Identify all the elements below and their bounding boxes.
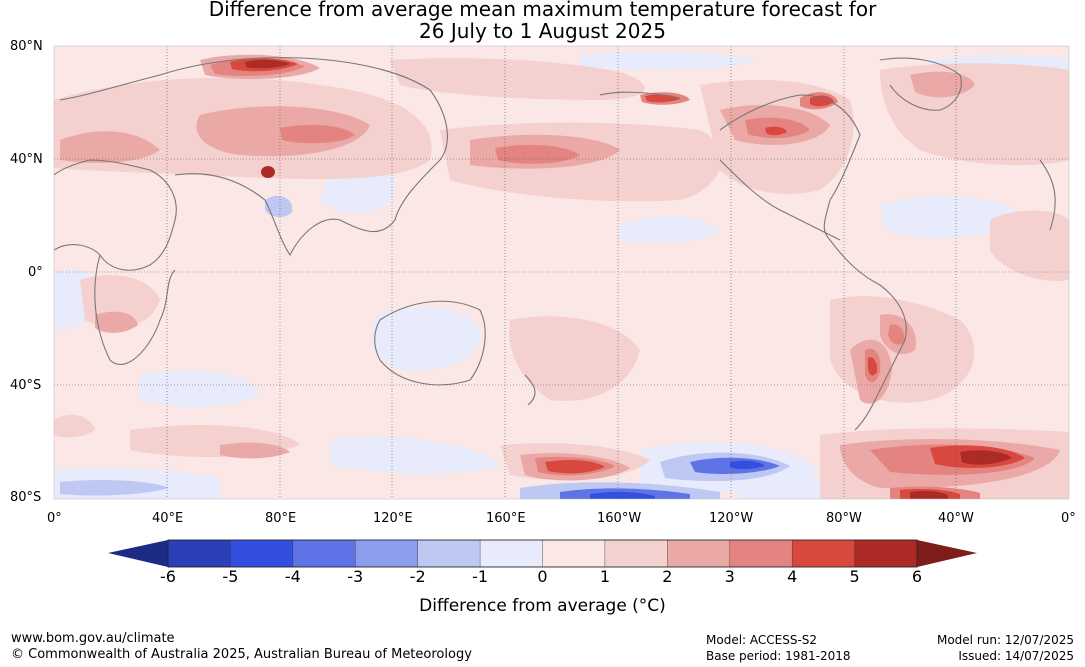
footer-url: www.bom.gov.au/climate [11, 631, 175, 646]
lon-label-80e: 80°E [265, 511, 297, 526]
colorbar-tick-label: -1 [472, 567, 489, 586]
colorbar-tick-label: -6 [160, 567, 176, 586]
colorbar-cell [292, 539, 356, 568]
colorbar-low-extension [108, 540, 168, 567]
colorbar-cell [791, 539, 856, 568]
map-title-line-2: 26 July to 1 August 2025 [419, 19, 666, 43]
footer-copyright: © Commonwealth of Australia 2025, Austra… [11, 647, 472, 662]
lon-label-0: 0° [47, 511, 62, 526]
footer-issued: Issued: 14/07/2025 [958, 649, 1074, 663]
coastlines [54, 57, 1056, 431]
colorbar-cell [355, 539, 419, 568]
map-title-line-1: Difference from average mean maximum tem… [208, 0, 877, 21]
lat-label-equator: 0° [28, 265, 43, 280]
lat-label-40s: 40°S [10, 378, 42, 393]
colorbar-tick-label: 4 [787, 567, 798, 586]
lon-label-0-east: 0° [1061, 511, 1076, 526]
lon-label-160e: 160°E [486, 511, 526, 526]
lon-label-80w: 80°W [826, 511, 862, 526]
footer-model: Model: ACCESS-S2 [706, 633, 818, 647]
colorbar-tick-label: -5 [222, 567, 239, 586]
colorbar-tick-label: -2 [409, 567, 426, 586]
lat-label-40n: 40°N [10, 152, 43, 167]
colorbar-cell [542, 539, 606, 568]
colorbar [108, 539, 977, 568]
colorbar-label: Difference from average (°C) [419, 596, 666, 616]
colorbar-tick-label: 5 [849, 567, 860, 586]
lon-label-120e: 120°E [373, 511, 413, 526]
lon-label-40e: 40°E [152, 511, 184, 526]
colorbar-cell [479, 539, 544, 568]
lon-label-40w: 40°W [938, 511, 974, 526]
colorbar-cell [667, 539, 731, 568]
footer-base-period: Base period: 1981-2018 [706, 649, 851, 663]
cool-anomaly-regions [54, 51, 1069, 499]
map-frame [53, 45, 1070, 500]
colorbar-tick-label: 1 [599, 567, 610, 586]
colorbar-cell [729, 539, 793, 568]
graticule [54, 46, 1069, 499]
very-cold-anomaly-regions [590, 460, 765, 499]
colorbar-tick-label: 2 [662, 567, 673, 586]
footer-model-run: Model run: 12/07/2025 [936, 633, 1074, 647]
colorbar-tick-label: 6 [911, 567, 923, 586]
lon-label-120w: 120°W [709, 511, 754, 526]
colorbar-tick-label: 3 [724, 567, 735, 586]
colorbar-high-extension [917, 540, 977, 567]
colorbar-tick-label: -3 [347, 567, 364, 586]
colorbar-tick-label: 0 [537, 567, 548, 586]
lon-label-160w: 160°W [597, 511, 642, 526]
colorbar-cell [604, 539, 669, 568]
colorbar-cell [417, 539, 481, 568]
colorbar-tick-label: -4 [284, 567, 301, 586]
extreme-hot-anomaly-regions [245, 59, 1012, 499]
colorbar-cell [854, 539, 918, 568]
lat-label-80s: 80°S [10, 490, 42, 505]
lat-label-80n: 80°N [10, 39, 43, 54]
colorbar-cell [230, 539, 294, 568]
colorbar-cell [167, 539, 232, 568]
